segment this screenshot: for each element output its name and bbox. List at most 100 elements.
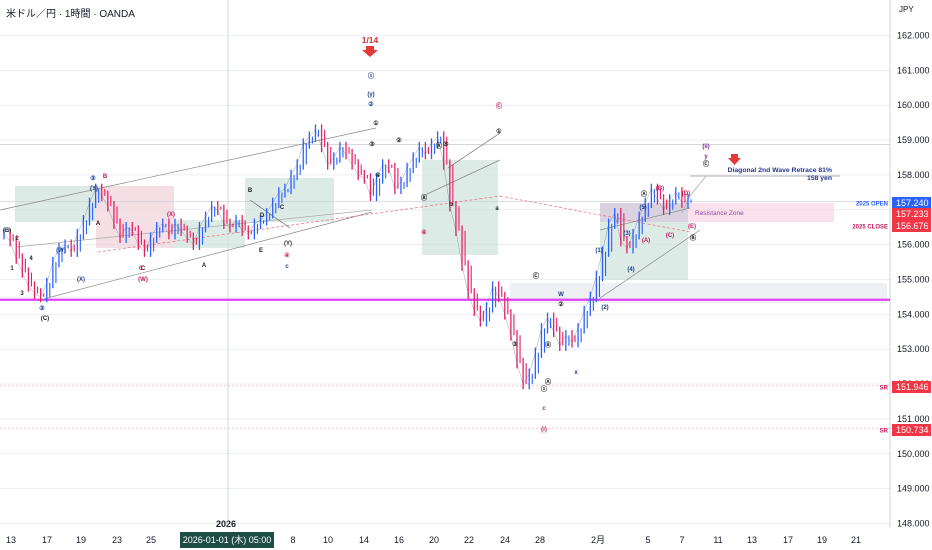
price-badge <box>892 208 931 220</box>
x-tick-label: 19 <box>817 535 827 545</box>
wave-label: (5) <box>639 205 646 211</box>
currency-label: JPY <box>899 5 914 14</box>
down-arrow-icon <box>728 154 741 165</box>
wave-label: (E) <box>688 224 696 230</box>
trend-line <box>15 209 373 248</box>
x-tick-label: 8 <box>290 535 295 545</box>
price-badge-value: 156.676 <box>896 221 929 231</box>
x-tick-label: 17 <box>42 535 52 545</box>
wave-label: ⓢ <box>368 72 374 80</box>
trend-line <box>97 195 501 253</box>
wave-label: Ⓒ <box>496 102 502 110</box>
wave-label: 2 <box>15 236 19 242</box>
x-tick-label: 20 <box>429 535 439 545</box>
wave-label: C <box>280 205 285 211</box>
hline-label: SR <box>880 386 889 392</box>
price-badge <box>892 381 931 393</box>
wave-label: (X) <box>77 277 85 283</box>
wave-label: y <box>704 154 708 160</box>
price-badge <box>892 424 931 436</box>
wave-label: ⓢ <box>541 385 547 393</box>
x-tick-label: 2月 <box>591 535 605 545</box>
wave-label: 4 <box>29 256 33 262</box>
wave-label: C <box>141 266 146 272</box>
wave-label: Ⓒ <box>703 160 709 168</box>
price-path <box>3 129 689 385</box>
wave-label: ⑤ <box>443 141 449 148</box>
x-tick-label: 19 <box>76 535 86 545</box>
wave-label: (D) <box>682 191 690 197</box>
wave-label: (4) <box>627 267 634 273</box>
wave-label: (2) <box>601 305 608 311</box>
x-tick-label: 28 <box>535 535 545 545</box>
wave-label: (W) <box>138 277 148 283</box>
y-tick-label: 161.000 <box>897 65 930 75</box>
trend-line <box>599 229 701 299</box>
trend-line <box>0 127 377 211</box>
trend-line <box>424 159 501 196</box>
wave-label: B <box>103 174 108 180</box>
x-tick-label: 14 <box>359 535 369 545</box>
y-tick-label: 156.000 <box>897 240 930 250</box>
zone-box <box>422 160 498 255</box>
y-tick-label: 150.000 <box>897 449 930 459</box>
wave-label: B <box>248 188 253 194</box>
y-tick-label: 160.000 <box>897 100 930 110</box>
wave-label: (1) <box>595 248 602 254</box>
y-tick-label: 148.000 <box>897 519 930 529</box>
y-tick-label: 162.000 <box>897 31 930 41</box>
zone-box <box>688 203 834 222</box>
y-tick-label: 153.000 <box>897 344 930 354</box>
hline-label: 2025 OPEN <box>856 202 888 208</box>
x-tick-label: 24 <box>500 535 510 545</box>
wave-label: ④ <box>421 229 427 236</box>
wave-label: ④ <box>284 252 290 259</box>
target-sub: 158 yen <box>807 175 832 182</box>
wave-label: (Y) <box>90 186 98 192</box>
hline-label: SR <box>880 429 889 435</box>
wave-label: c <box>285 264 289 270</box>
wave-label: (ii) <box>702 144 709 150</box>
down-arrow-icon <box>362 46 378 57</box>
wave-label: ② <box>396 137 402 144</box>
wave-label: (B) <box>3 228 11 234</box>
symbol-title: 米ドル／円 · 1時間 · OANDA <box>6 9 135 20</box>
wave-label: 1 <box>10 266 14 272</box>
wave-label: (C) <box>666 233 674 239</box>
wave-label: b <box>449 202 453 208</box>
wave-label: A <box>96 221 101 227</box>
resistance-label: Resistance Zone <box>695 210 744 217</box>
year-label: 2026 <box>216 519 236 529</box>
wave-label: C <box>139 266 144 272</box>
target-title: Diagonal 2nd Wave Retrace 81% <box>728 167 832 174</box>
zone-box <box>245 178 334 222</box>
price-badge <box>892 197 931 209</box>
wave-label: a <box>495 206 499 212</box>
wave-label: (X) <box>167 212 175 218</box>
wave-label: (B) <box>656 186 664 192</box>
x-tick-label: 25 <box>146 535 156 545</box>
wave-label: x <box>574 370 578 376</box>
wave-label: ④ <box>375 172 381 179</box>
y-tick-label: 155.000 <box>897 275 930 285</box>
x-tick-label: 11 <box>713 535 722 545</box>
wave-label: E <box>259 248 263 254</box>
wave-label: ② <box>558 301 564 308</box>
wave-label: A <box>202 263 207 269</box>
x-tick-label: 10 <box>323 535 333 545</box>
x-tick-label: 22 <box>464 535 474 545</box>
wave-label: 3 <box>20 291 24 297</box>
wave-label: c <box>542 406 546 412</box>
y-tick-label: 149.000 <box>897 484 930 494</box>
wave-label: Ⓐ <box>641 190 647 198</box>
wave-label: (y) <box>367 92 374 98</box>
wave-label: (i) <box>541 427 547 433</box>
wave-label: D <box>260 213 265 219</box>
wave-label: ③ <box>39 305 45 312</box>
x-tick-label: 21 <box>851 535 861 545</box>
x-tick-label: 23 <box>112 535 122 545</box>
price-badge-value: 151.946 <box>896 382 929 392</box>
trend-line <box>447 132 501 169</box>
price-badge-value: 157.240 <box>896 198 929 208</box>
